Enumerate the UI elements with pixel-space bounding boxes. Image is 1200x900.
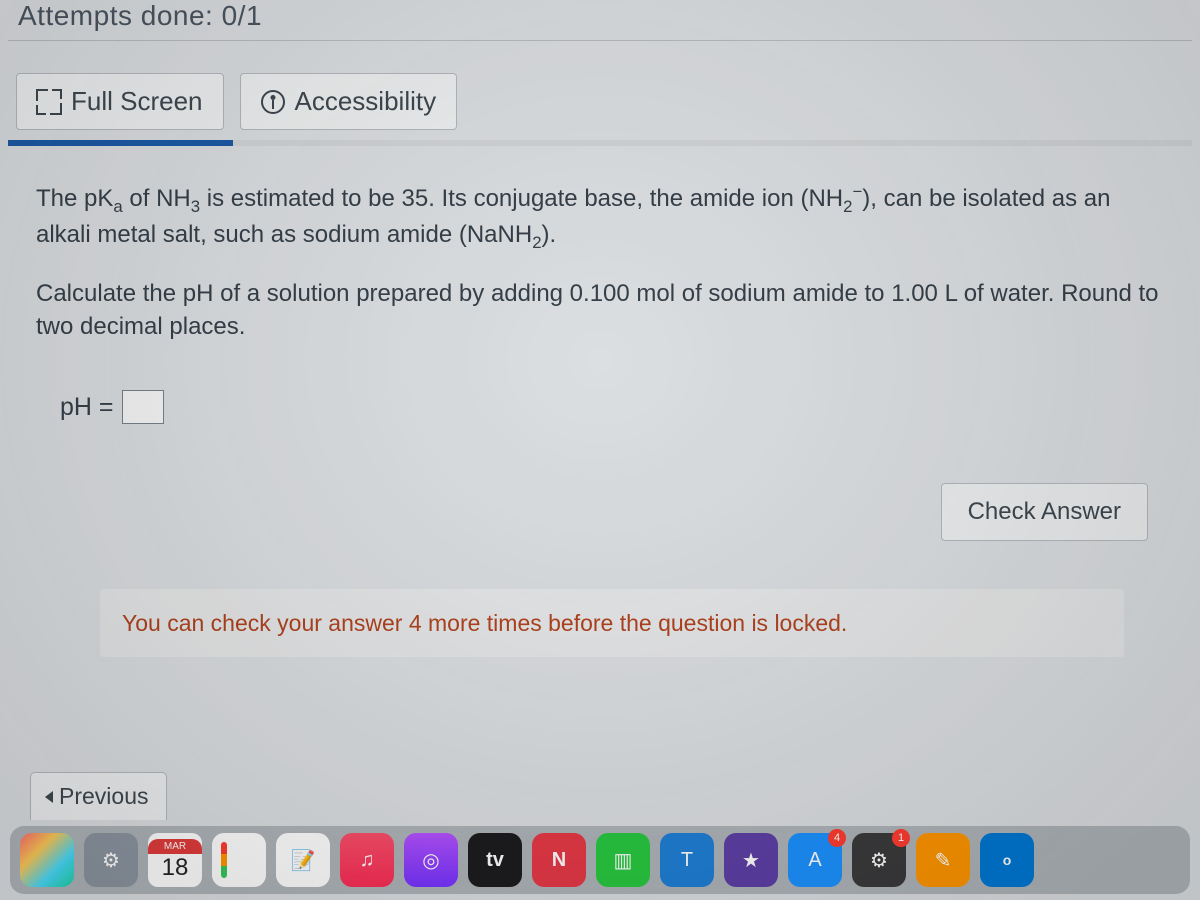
dock-photos-icon[interactable] [20, 833, 74, 887]
toolbar: Full Screen Accessibility [8, 73, 1192, 130]
dock-calendar-month: MAR [148, 839, 202, 854]
dock-notes-icon[interactable]: 📝 [276, 833, 330, 887]
dock-settings-badge: 1 [892, 829, 910, 847]
dock-numbers-icon[interactable]: ▥ [596, 833, 650, 887]
fullscreen-button-label: Full Screen [71, 86, 203, 117]
dock-n-app-icon[interactable]: N [532, 833, 586, 887]
chevron-left-icon [45, 791, 53, 803]
dock-music-icon[interactable]: ♫ [340, 833, 394, 887]
answer-row: pH = [60, 390, 1164, 425]
dock-outlook-icon[interactable]: o [980, 833, 1034, 887]
dock-keynote-icon[interactable]: T [660, 833, 714, 887]
dock-tv-label: tv [486, 849, 504, 872]
dock-tv-icon[interactable]: tv [468, 833, 522, 887]
dock-settings-icon[interactable]: ⚙ 1 [852, 833, 906, 887]
question-paragraph-2: Calculate the pH of a solution prepared … [36, 277, 1164, 344]
divider [8, 40, 1192, 41]
ph-input[interactable] [122, 390, 164, 424]
fullscreen-icon [37, 90, 61, 114]
question-paragraph-1: The pKa of NH3 is estimated to be 35. It… [36, 180, 1164, 255]
dock-imovie-icon[interactable]: ★ [724, 833, 778, 887]
dock-appstore-icon[interactable]: A 4 [788, 833, 842, 887]
accessibility-icon [261, 90, 285, 114]
dock-podcasts-icon[interactable]: ◎ [404, 833, 458, 887]
previous-button[interactable]: Previous [30, 772, 167, 820]
fullscreen-button[interactable]: Full Screen [16, 73, 224, 130]
progress-bar [8, 140, 1192, 146]
dock-pages-icon[interactable]: ✎ [916, 833, 970, 887]
progress-fill [8, 140, 233, 146]
accessibility-button-label: Accessibility [295, 86, 437, 117]
check-answer-button[interactable]: Check Answer [941, 483, 1148, 541]
previous-button-label: Previous [59, 783, 148, 810]
attempts-done-label: Attempts done: 0/1 [8, 0, 1192, 40]
dock-calendar-day: 18 [162, 854, 189, 882]
attempts-remaining-message: You can check your answer 4 more times b… [100, 589, 1124, 657]
accessibility-button[interactable]: Accessibility [240, 73, 458, 130]
dock-system-preferences-icon[interactable]: ⚙ [84, 833, 138, 887]
dock-appstore-badge: 4 [828, 829, 846, 847]
dock-calendar-icon[interactable]: MAR 18 [148, 833, 202, 887]
answer-label: pH = [60, 390, 114, 425]
question-area: The pKa of NH3 is estimated to be 35. It… [8, 146, 1192, 677]
dock-reminders-icon[interactable] [212, 833, 266, 887]
macos-dock: ⚙ MAR 18 📝 ♫ ◎ tv N ▥ T ★ A 4 ⚙ 1 ✎ o [10, 826, 1190, 894]
